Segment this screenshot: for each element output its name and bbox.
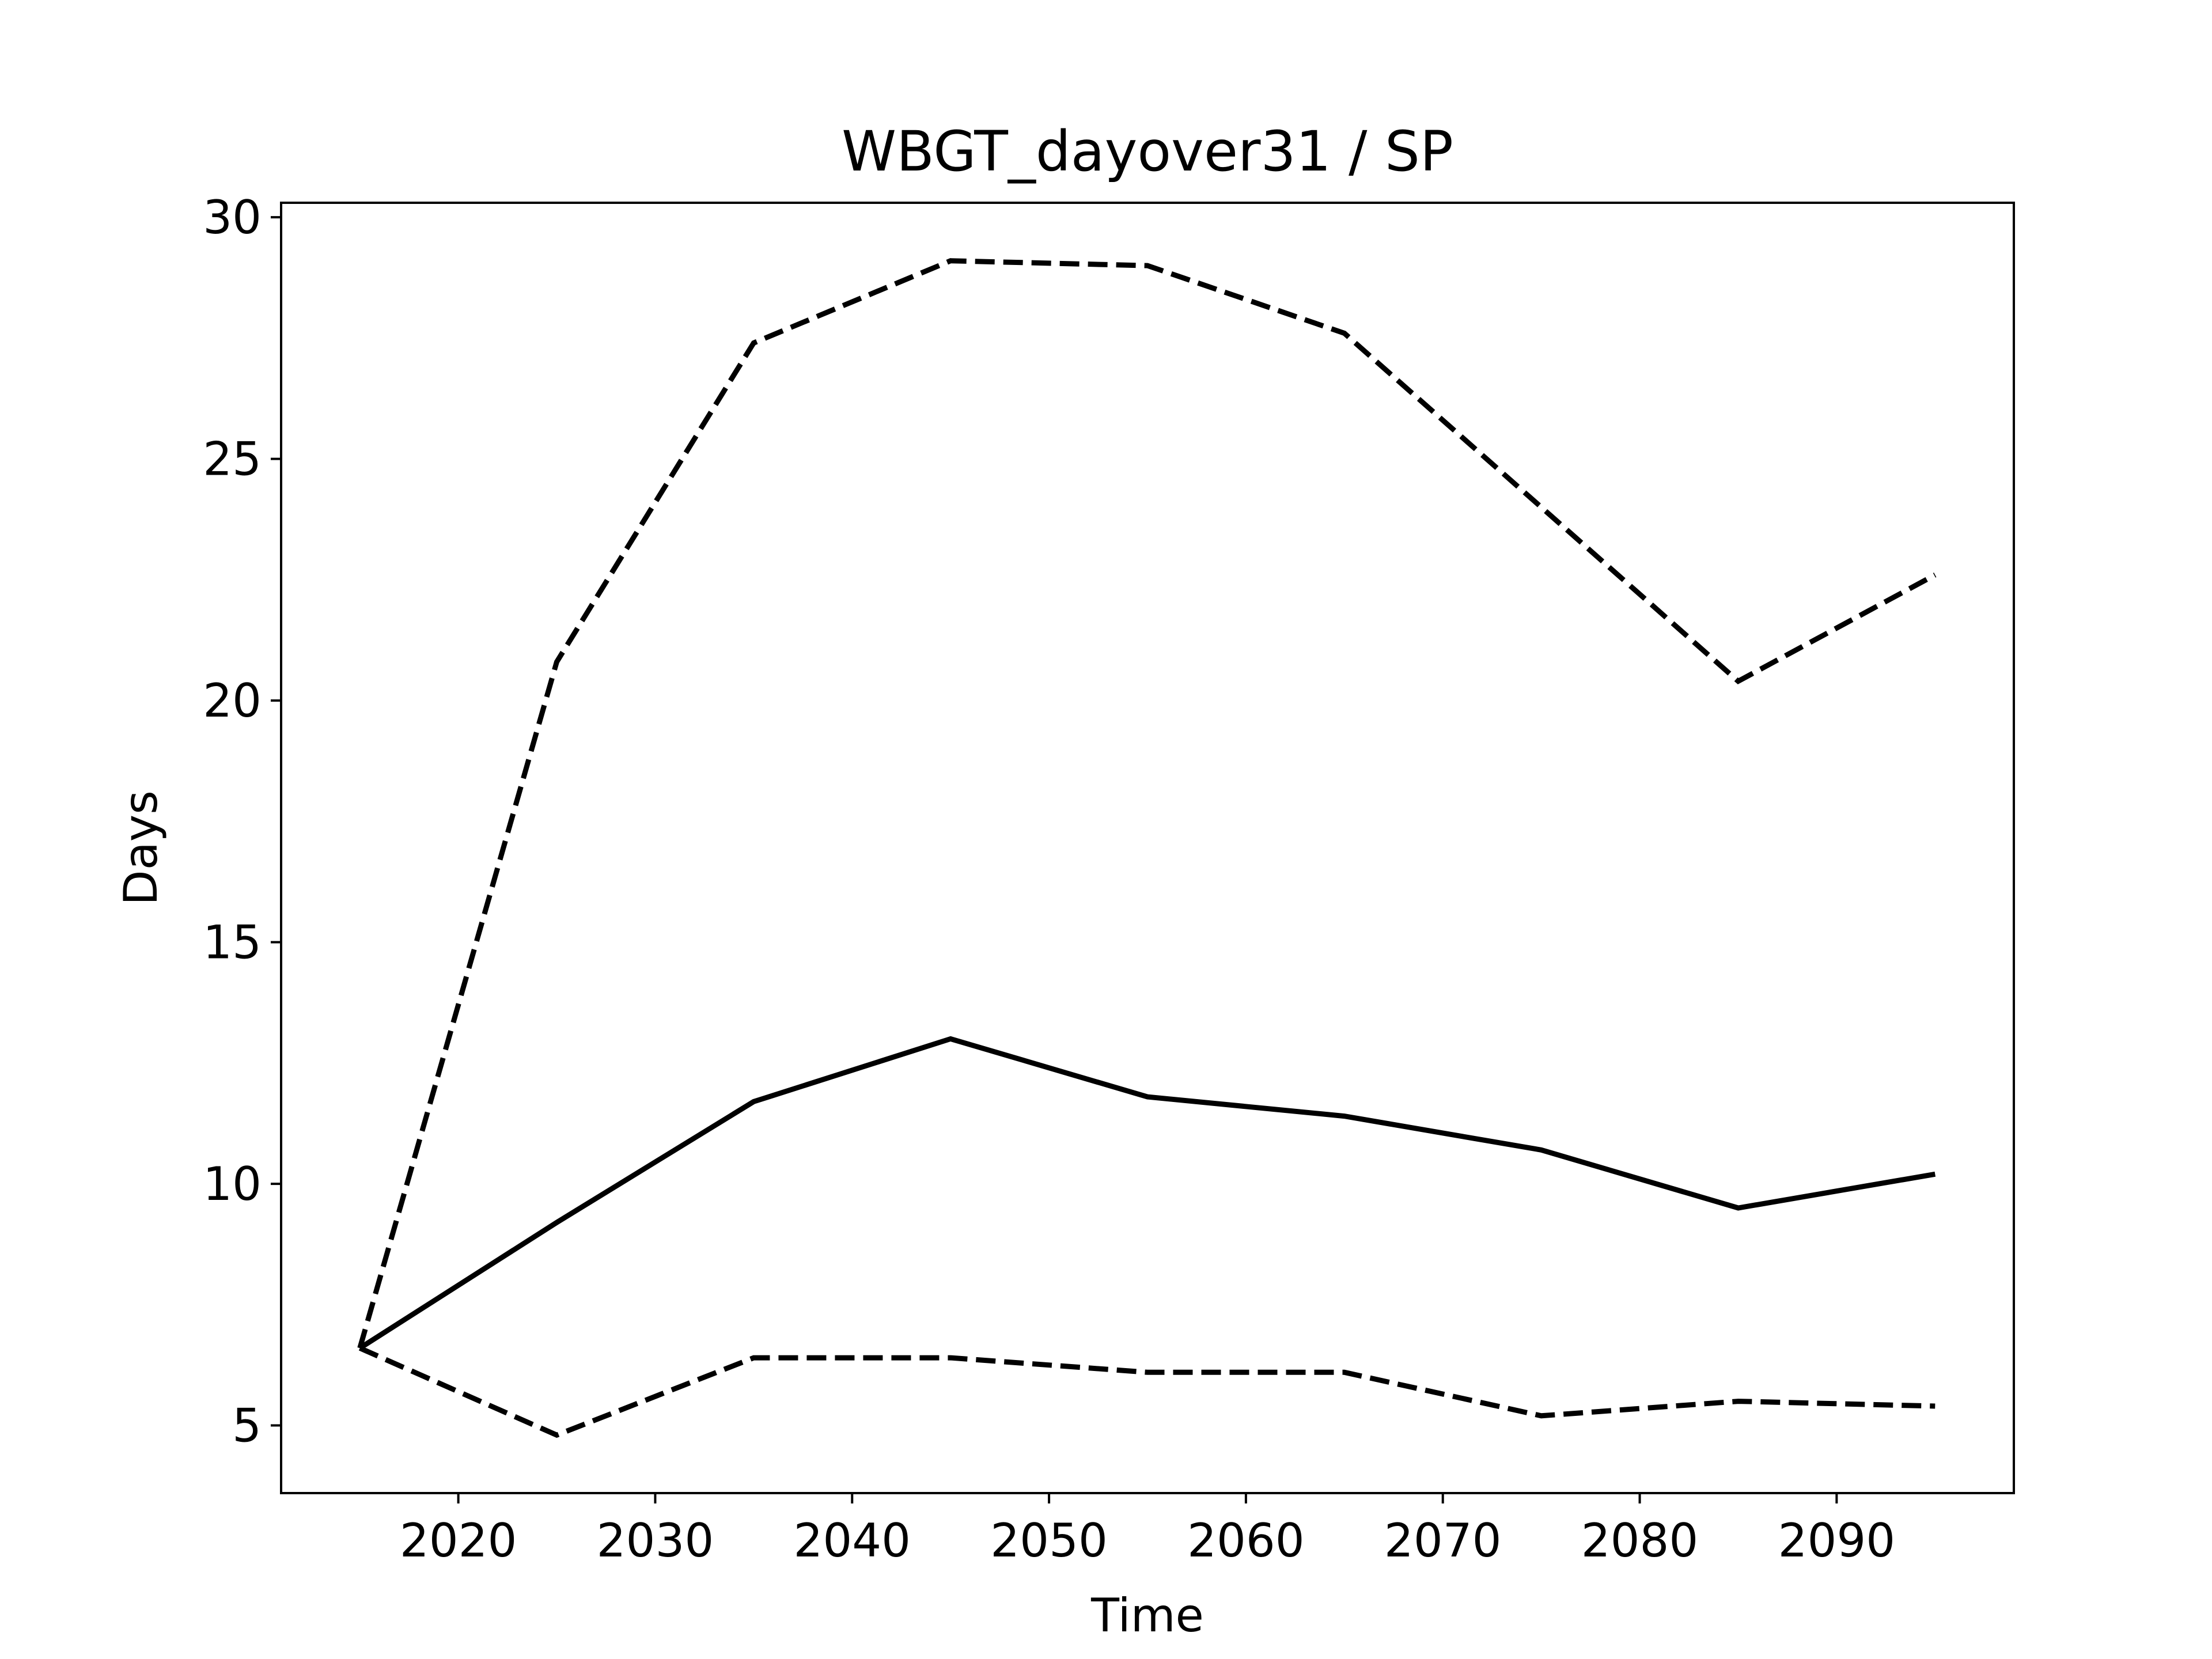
x-tick-label: 2060: [1187, 1514, 1305, 1567]
y-tick-label: 20: [203, 674, 262, 728]
y-axis-ticks: 5 10 15 20 25 30: [203, 191, 281, 1453]
median-line: [358, 1036, 1936, 1351]
upper-bound-line: [357, 258, 1937, 1349]
lower-bound-line: [358, 1346, 1936, 1438]
y-axis-label: Days: [114, 790, 168, 906]
y-tick-label: 5: [232, 1399, 262, 1453]
y-tick-label: 10: [203, 1157, 262, 1211]
x-tick-label: 2090: [1778, 1514, 1896, 1567]
y-tick-label: 15: [203, 916, 262, 969]
axes-frame: [280, 202, 2015, 1494]
x-axis-ticks: 2020 2030 2040 2050 2060 2070 2080 2090: [400, 1493, 1895, 1567]
x-tick-label: 2080: [1581, 1514, 1699, 1567]
chart-title: WBGT_dayover31 / SP: [842, 119, 1453, 184]
x-axis-label: Time: [1090, 1589, 1204, 1642]
plot-lines: [357, 258, 1937, 1438]
x-tick-label: 2050: [990, 1514, 1108, 1567]
y-tick-label: 25: [203, 433, 262, 486]
x-tick-label: 2020: [400, 1514, 517, 1567]
x-tick-label: 2070: [1384, 1514, 1502, 1567]
y-tick-label: 30: [203, 191, 262, 244]
x-tick-label: 2030: [597, 1514, 714, 1567]
x-tick-label: 2040: [793, 1514, 911, 1567]
